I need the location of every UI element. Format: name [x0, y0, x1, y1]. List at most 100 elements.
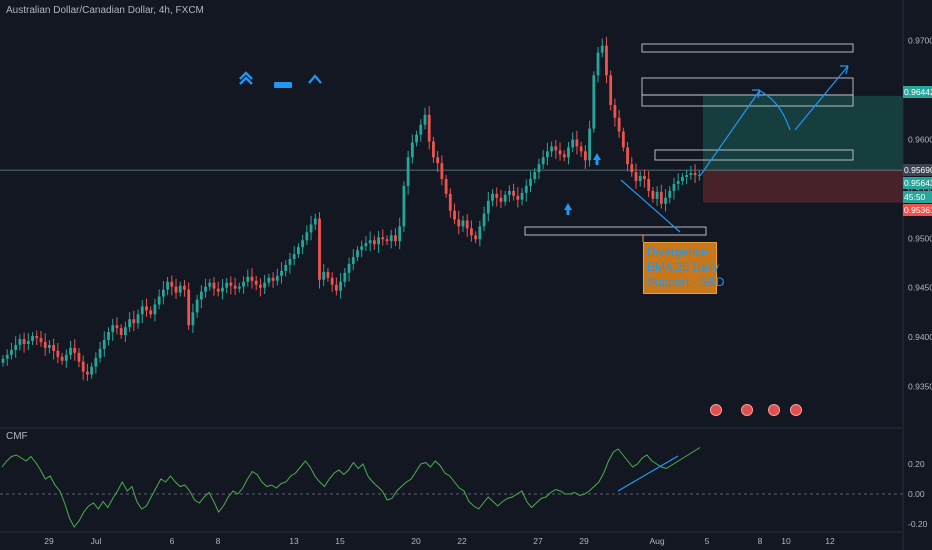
candle-body [545, 151, 549, 158]
event-marker-icon[interactable] [710, 404, 722, 416]
candle-body [330, 277, 334, 285]
candle-body [347, 263, 351, 273]
trend-line[interactable] [620, 179, 681, 233]
candle-body [685, 175, 689, 178]
candle-body [69, 347, 72, 355]
candle-body [356, 250, 359, 258]
candle-body [102, 340, 106, 349]
candle-body [647, 179, 651, 191]
candle-body [136, 314, 140, 324]
projection-curve[interactable] [757, 89, 791, 131]
candle-body [634, 172, 638, 181]
candle-body [381, 237, 385, 240]
candle-body [275, 275, 279, 281]
candle-body [486, 200, 490, 214]
candle-body [22, 339, 26, 344]
x-tick-label: 29 [579, 536, 589, 546]
candle-body [440, 163, 444, 180]
candle-body [575, 139, 579, 147]
x-tick-label: 27 [533, 536, 543, 546]
candle-body [571, 139, 575, 148]
candle-body [309, 224, 313, 233]
indicator-label: CMF [6, 431, 28, 442]
candle-body [377, 237, 380, 245]
candle-body [588, 128, 591, 161]
candle-body [94, 357, 98, 367]
candle-body [157, 296, 161, 305]
candle-body [613, 104, 617, 118]
candle-body [107, 332, 110, 340]
candle-body [288, 259, 292, 265]
candle-body [280, 270, 283, 276]
candle-body [81, 361, 85, 372]
supply-demand-box[interactable] [641, 77, 854, 96]
candle-body [415, 134, 418, 143]
candle-body [123, 327, 127, 336]
candle-body [119, 328, 123, 336]
chart-title: Australian Dollar/Canadian Dollar, 4h, F… [6, 5, 204, 16]
candle-body [520, 192, 524, 200]
profit-zone [703, 95, 903, 171]
candle-body [664, 197, 667, 204]
price-tag-stop: 0.95361 [903, 204, 932, 216]
chevron-up-icon[interactable] [308, 72, 322, 90]
event-marker-icon[interactable] [741, 404, 753, 416]
up-arrow-icon [593, 153, 601, 165]
drawings[interactable] [524, 43, 854, 242]
candle-body [35, 336, 39, 339]
candle-body [448, 193, 452, 211]
candle-body [10, 349, 13, 355]
candle-body [14, 344, 18, 350]
candle-body [668, 190, 672, 198]
candle-body [529, 179, 532, 186]
candle-body [259, 284, 262, 288]
candle-body [533, 172, 537, 180]
candle-body [318, 218, 321, 280]
supply-demand-box[interactable] [641, 43, 854, 53]
candle-body [524, 185, 528, 193]
candle-body [111, 325, 115, 333]
event-marker-icon[interactable] [790, 404, 802, 416]
candle-body [482, 213, 486, 227]
supply-demand-box[interactable] [654, 149, 854, 161]
candle-body [56, 350, 60, 357]
candle-body [672, 183, 676, 191]
projection-arrow[interactable] [794, 65, 849, 131]
candle-body [495, 193, 499, 198]
x-tick-label: 8 [216, 536, 221, 546]
candle-body [465, 220, 469, 229]
candle-body [271, 277, 275, 281]
candle-body [406, 157, 410, 186]
candle-body [263, 282, 267, 288]
candle-body [655, 191, 659, 199]
annotation-note[interactable]: Divergence EMA 20 Daily Support - S&D [643, 242, 724, 294]
time-axis[interactable]: 29 Jul 6 8 13 15 20 22 27 29 Aug 5 8 10 12 [0, 531, 903, 546]
candle-body [558, 150, 562, 155]
candle-body [503, 194, 507, 202]
double-chevron-up-icon[interactable] [238, 70, 254, 91]
candle-body [681, 177, 684, 181]
candle-body [419, 124, 423, 135]
candle-body [537, 164, 541, 173]
candle-body [216, 288, 220, 292]
candle-body [284, 264, 288, 271]
projection-arrow[interactable] [699, 89, 761, 177]
candle-body [250, 276, 254, 281]
supply-demand-box[interactable] [524, 226, 707, 236]
candle-body [423, 114, 427, 125]
x-tick-label: 6 [170, 536, 175, 546]
candle-body [18, 339, 22, 345]
dash-icon[interactable] [274, 76, 292, 94]
candle-body [60, 356, 64, 361]
event-marker-icon[interactable] [768, 404, 780, 416]
supply-demand-box[interactable] [641, 94, 854, 107]
candle-body [651, 190, 655, 199]
candle-body [187, 289, 191, 326]
candle-body [233, 285, 237, 289]
candle-body [115, 325, 119, 329]
candle-body [659, 191, 663, 204]
divergence-line[interactable] [617, 455, 679, 492]
